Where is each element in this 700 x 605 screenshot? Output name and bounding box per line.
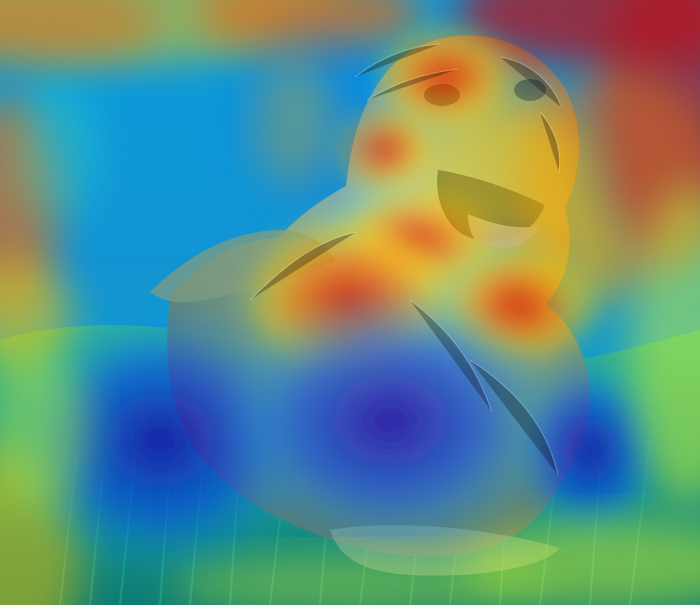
dog-eye-right (514, 79, 546, 101)
fur-texture (249, 43, 563, 476)
